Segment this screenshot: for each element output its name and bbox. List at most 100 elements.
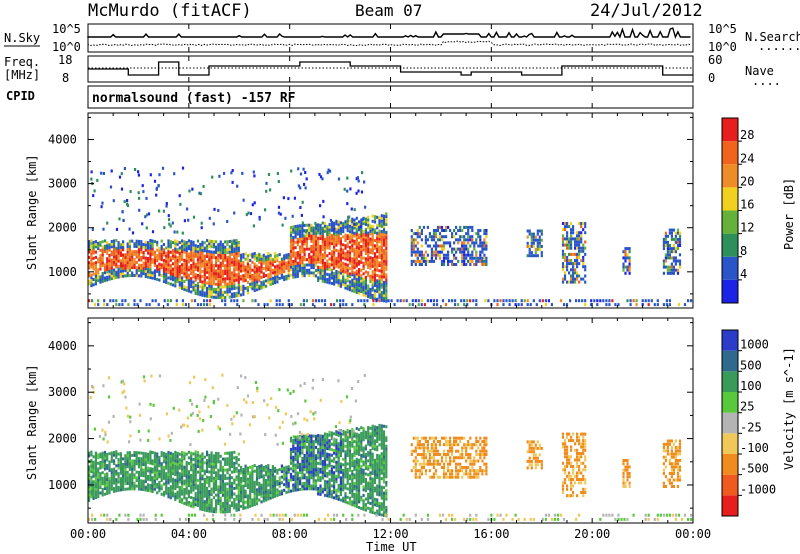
power-cell (323, 237, 327, 241)
power-cell (210, 239, 213, 243)
velocity-cell (224, 463, 227, 466)
noise-traces (87, 27, 691, 47)
velocity-cell (312, 456, 315, 460)
power-cell (153, 256, 156, 259)
power-cell (156, 254, 159, 257)
velocity-cell (160, 487, 163, 491)
power-cell (344, 223, 347, 226)
velocity-cell (219, 463, 222, 467)
power-cell (228, 258, 231, 262)
power-cell (469, 235, 472, 239)
power-cell (339, 250, 342, 254)
velocity-cell (326, 491, 329, 495)
power-cell (97, 299, 100, 303)
velocity-cell (249, 476, 252, 480)
power-cell (237, 243, 240, 247)
power-cell (242, 263, 245, 267)
power-cell (376, 284, 379, 288)
power-cell (445, 241, 448, 245)
power-cell (380, 246, 383, 249)
power-cell (346, 263, 349, 267)
power-cell (301, 239, 304, 243)
power-cell (299, 264, 302, 267)
velocity-cell (358, 500, 361, 504)
velocity-cell (323, 443, 327, 447)
power-cell (451, 263, 454, 266)
power-cell (385, 220, 388, 224)
power-cell (536, 244, 539, 248)
power-cell (258, 284, 261, 288)
power-cell (224, 240, 227, 244)
power-cell (664, 234, 667, 238)
power-cell (459, 238, 462, 242)
velocity-cell (106, 466, 109, 470)
power-cell (574, 262, 577, 266)
velocity-cell (115, 469, 118, 473)
velocity-cell (317, 439, 320, 443)
power-cell (115, 257, 118, 261)
colorbar-swatch (722, 256, 738, 280)
velocity-cell (294, 474, 297, 478)
power-cell (578, 252, 581, 256)
velocity-cell (301, 445, 304, 449)
power-cell (453, 247, 456, 251)
power-cell (376, 244, 379, 248)
power-cell (158, 246, 161, 250)
velocity-cell (101, 451, 104, 455)
velocity-cell (265, 487, 268, 491)
velocity-cell (124, 457, 127, 461)
velocity-cell (144, 477, 147, 481)
power-cell (128, 255, 131, 259)
power-cell (265, 189, 268, 193)
power-cell (578, 234, 581, 238)
velocity-cell (301, 459, 304, 463)
power-ylabel: Slant Range [km] (25, 154, 39, 270)
velocity-cell (326, 494, 329, 498)
velocity-cell (226, 493, 229, 497)
power-cell (668, 303, 671, 307)
velocity-cell (326, 488, 329, 492)
power-cell (90, 170, 93, 174)
power-cell (353, 239, 356, 243)
power-cell (191, 187, 194, 191)
power-cell (181, 166, 185, 170)
power-cell (483, 263, 486, 266)
velocity-cell (103, 478, 107, 482)
power-cell (371, 241, 374, 244)
power-cell (582, 265, 585, 269)
power-cell (650, 299, 653, 303)
power-cell (628, 247, 631, 251)
power-cell (351, 281, 354, 285)
power-cell (124, 274, 127, 278)
velocity-cell (126, 476, 129, 480)
velocity-cell (208, 453, 211, 457)
power-cell (194, 278, 197, 282)
power-cell (312, 237, 315, 241)
velocity-cell (224, 490, 227, 494)
velocity-cell (147, 452, 150, 456)
power-cell (666, 244, 669, 247)
power-cell (314, 261, 318, 265)
velocity-cell (285, 482, 288, 486)
power-cell (299, 256, 302, 260)
power-cell (574, 259, 577, 262)
power-cell (296, 224, 299, 228)
power-cell (228, 279, 231, 283)
power-cell (310, 229, 313, 233)
power-cell (346, 258, 349, 262)
velocity-cell (199, 468, 202, 472)
power-cell (373, 252, 377, 256)
power-cell (457, 241, 460, 245)
power-cell (674, 262, 677, 266)
power-cell (362, 243, 365, 247)
power-cell (337, 241, 340, 245)
power-cell (287, 271, 290, 275)
power-cell (529, 303, 532, 307)
velocity-cell (167, 453, 170, 457)
velocity-cell (351, 494, 354, 498)
power-cell (481, 256, 484, 260)
power-cell (294, 240, 297, 244)
power-cell (296, 243, 299, 247)
velocity-cell (296, 463, 299, 467)
power-cell (662, 265, 665, 269)
